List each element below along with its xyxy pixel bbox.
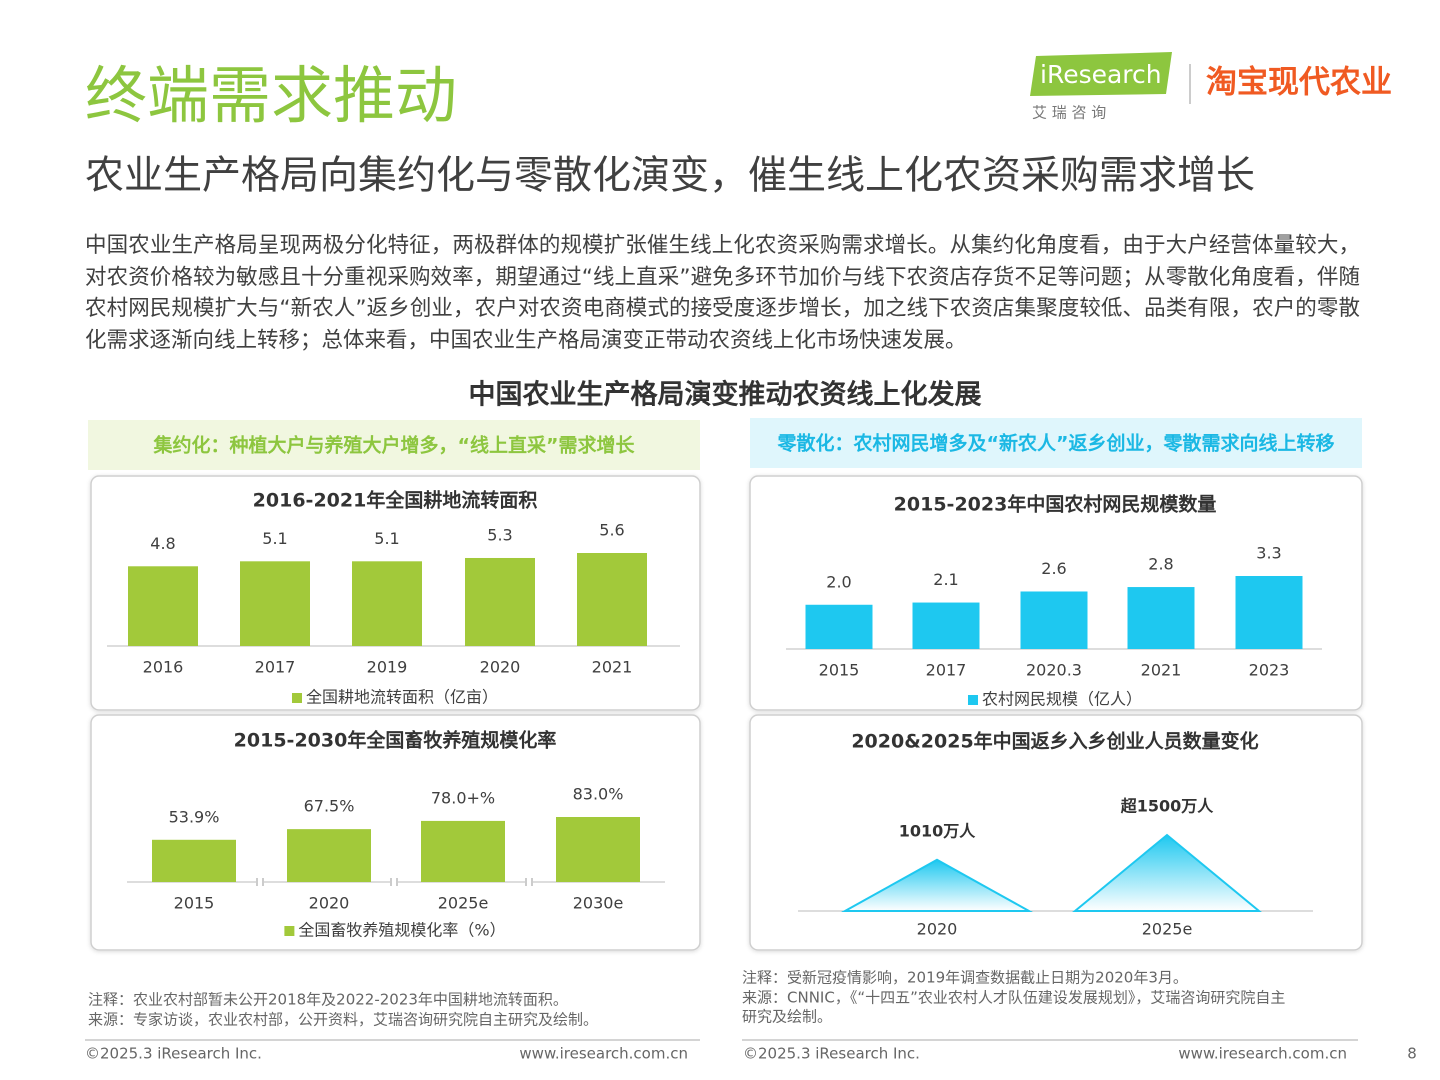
value-label: 83.0% (573, 785, 624, 804)
x-tick-label: 2021 (592, 658, 633, 677)
copyright: ©2025.3 iResearch Inc. (743, 1045, 920, 1063)
bar (352, 561, 422, 646)
value-label: 78.0+% (431, 788, 495, 807)
note: 来源：CNNIC，《“十四五”农业农村人才队伍建设发展规划》，艾瑞咨询研究院自主 (742, 989, 1285, 1007)
value-label: 4.8 (150, 534, 175, 553)
bar (421, 820, 505, 882)
legend-swatch (284, 926, 295, 936)
x-tick-label: 2025e (1142, 920, 1193, 939)
page-subtitle: 农业生产格局向集约化与零散化演变，催生线上化农资采购需求增长 (85, 154, 1255, 199)
logo: iResearch (1040, 60, 1162, 89)
bar (805, 604, 873, 649)
value-label: 3.3 (1256, 544, 1281, 563)
logo-caption: 艾 瑞 咨 询 (1032, 104, 1106, 122)
triangle (841, 858, 1033, 912)
x-tick-label: 2020.3 (1026, 661, 1082, 680)
bar (287, 829, 371, 882)
chart-title: 2016-2021年全国耕地流转面积 (253, 489, 538, 512)
value-label: 2.6 (1041, 559, 1066, 578)
bar (128, 566, 198, 646)
note: 研究及绘制。 (742, 1008, 832, 1026)
bar (1127, 587, 1195, 649)
value-label: 2.8 (1148, 555, 1173, 574)
legend-label: 全国畜牧养殖规模化率（%） (298, 921, 505, 940)
chart-title: 2015-2030年全国畜牧养殖规模化率 (234, 729, 557, 752)
x-tick-label: 2017 (926, 661, 967, 680)
value-label: 2.0 (826, 572, 851, 591)
logo-badge (1030, 52, 1172, 96)
triangle (1072, 833, 1262, 912)
bar (912, 602, 980, 649)
value-label: 5.1 (262, 529, 287, 548)
axis-break (525, 877, 533, 887)
axis-break (390, 877, 398, 887)
x-tick-label: 2020 (309, 894, 350, 913)
banner-bg (750, 418, 1362, 468)
bar (1235, 576, 1303, 649)
intro-paragraph: 中国农业生产格局呈现两极分化特征，两极群体的规模扩张催生线上化农资采购需求增长。… (85, 233, 1360, 353)
chart-panel (90, 714, 701, 951)
url: www.iresearch.com.cn (519, 1045, 688, 1063)
x-tick-label: 2030e (573, 894, 624, 913)
value-label: 5.3 (487, 525, 512, 544)
copyright: ©2025.3 iResearch Inc. (85, 1045, 262, 1063)
banner: 集约化：种植大户与养殖大户增多，“线上直采”需求增长 (153, 434, 636, 457)
banner: 零散化：农村网民增多及“新农人”返乡创业，零散需求向线上转移 (777, 432, 1335, 455)
value-label: 53.9% (169, 807, 220, 826)
bar (465, 557, 535, 646)
chart-title: 2015-2023年中国农村网民规模数量 (894, 493, 1217, 516)
url: www.iresearch.com.cn (1178, 1045, 1347, 1063)
page-number: 8 (1407, 1045, 1417, 1063)
bar (577, 553, 647, 646)
page-title: 终端需求推动 (85, 59, 457, 132)
x-tick-label: 2015 (819, 661, 860, 680)
chart-title: 2020&2025年中国返乡入乡创业人员数量变化 (851, 730, 1258, 753)
x-tick-label: 2019 (367, 658, 408, 677)
x-tick-label: 2016 (143, 658, 184, 677)
x-tick-label: 2020 (480, 658, 521, 677)
partner-logo: 淘宝现代农业 (1206, 65, 1392, 101)
legend-swatch (291, 693, 302, 703)
x-tick-label: 2021 (1141, 661, 1182, 680)
legend-label: 全国耕地流转面积（亿亩） (306, 688, 498, 707)
value-label: 1010万人 (899, 821, 977, 840)
value-label: 5.6 (599, 521, 624, 540)
axis-break (256, 877, 264, 887)
x-tick-label: 2015 (174, 894, 215, 913)
value-label: 超1500万人 (1120, 797, 1215, 816)
bar (556, 817, 640, 882)
section-title: 中国农业生产格局演变推动农资线上化发展 (469, 379, 982, 411)
note: 注释：农业农村部暂未公开2018年及2022-2023年中国耕地流转面积。 (88, 991, 568, 1009)
legend-swatch (967, 695, 978, 705)
value-label: 2.1 (933, 570, 958, 589)
bar (240, 561, 310, 646)
value-label: 67.5% (304, 797, 355, 816)
legend-label: 农村网民规模（亿人） (982, 690, 1142, 709)
x-tick-label: 2020 (917, 920, 958, 939)
x-tick-label: 2017 (255, 658, 296, 677)
bar (152, 839, 236, 882)
note: 来源：专家访谈，农业农村部，公开资料，艾瑞咨询研究院自主研究及绘制。 (88, 1011, 598, 1029)
banner-bg (88, 420, 700, 470)
value-label: 5.1 (374, 529, 399, 548)
x-tick-label: 2023 (1249, 661, 1290, 680)
note: 注释：受新冠疫情影响，2019年调查数据截止日期为2020年3月。 (742, 969, 1188, 987)
bar (1020, 591, 1088, 649)
x-tick-label: 2025e (438, 894, 489, 913)
